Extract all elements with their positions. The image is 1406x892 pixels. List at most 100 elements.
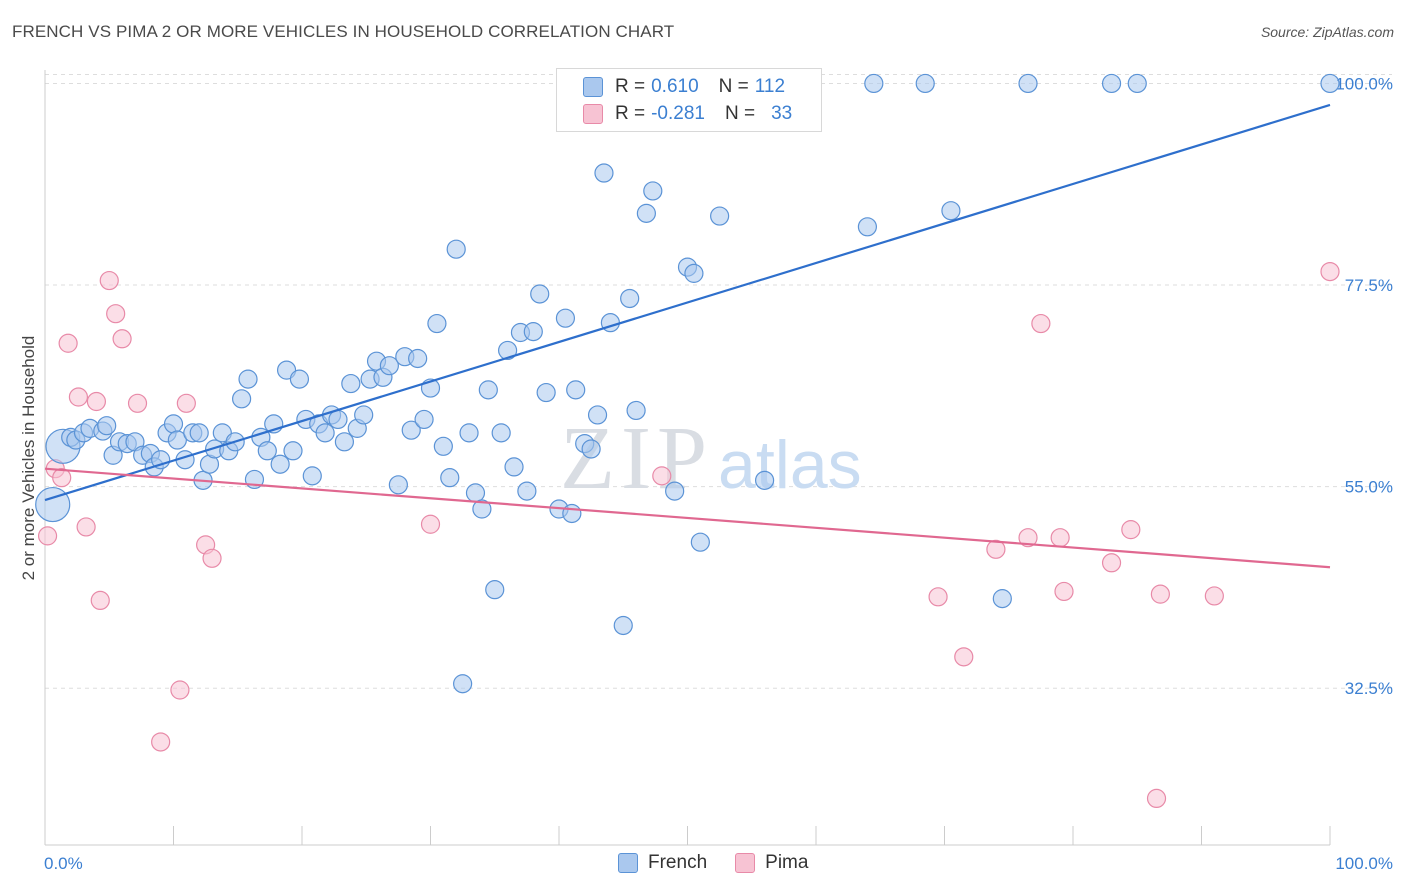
legend-r-value-french: 0.610: [651, 76, 699, 97]
french-point: [1320, 73, 1340, 94]
pima-point: [1150, 584, 1170, 604]
pima-point: [420, 514, 441, 534]
french-point: [613, 615, 633, 636]
x-tick-label-max: 100.0%: [1335, 854, 1393, 873]
french-point: [1101, 73, 1122, 94]
pima-point: [151, 732, 171, 752]
french-point: [289, 369, 310, 389]
pima-point: [170, 680, 190, 700]
bottom-legend-swatch-pima: [735, 853, 756, 873]
x-tick-label-min: 0.0%: [44, 854, 83, 873]
watermark: ZIP atlas: [560, 409, 862, 508]
pima-point: [954, 647, 974, 667]
french-point: [232, 389, 252, 409]
watermark-zip: ZIP: [560, 409, 713, 508]
y-tick-label: 77.5%: [1345, 276, 1393, 295]
pima-point: [928, 587, 948, 607]
french-point: [1018, 73, 1038, 94]
french-point: [189, 423, 209, 443]
source-label: Source: ZipAtlas.com: [1260, 24, 1394, 40]
legend-row-pima: R = -0.281 N = 33: [583, 101, 792, 127]
french-point: [1127, 73, 1147, 94]
legend-box: R = 0.610 N = 112 R = -0.281 N = 33: [556, 68, 822, 132]
french-point: [315, 423, 335, 443]
y-tick-labels: 32.5% 55.0% 77.5% 100.0%: [1335, 74, 1393, 698]
french-point: [35, 486, 71, 523]
french-point: [941, 201, 961, 221]
pima-point: [1054, 581, 1074, 602]
pima-point: [68, 387, 89, 407]
french-point: [414, 409, 434, 430]
pima-point: [1204, 586, 1224, 606]
french-point: [427, 313, 447, 334]
french-point: [401, 420, 421, 440]
pima-point: [986, 539, 1006, 559]
pima-point: [76, 517, 96, 537]
pima-point: [52, 468, 72, 488]
french-point: [690, 532, 710, 552]
legend-swatch-french: [583, 77, 603, 97]
pima-trend-line: [44, 467, 1331, 569]
french-point: [754, 470, 775, 490]
french-point: [354, 405, 374, 425]
french-point: [626, 400, 646, 421]
french-point: [472, 499, 492, 519]
french-point: [270, 454, 290, 474]
bottom-legend-label-pima: Pima: [765, 852, 809, 873]
french-point: [408, 348, 428, 369]
french-point: [555, 308, 576, 328]
french-point: [562, 503, 582, 524]
french-point: [478, 380, 498, 400]
french-point: [302, 466, 322, 486]
pima-point: [127, 393, 148, 413]
french-point: [915, 73, 935, 94]
french-point: [459, 423, 479, 443]
french-point: [446, 239, 466, 259]
pima-point: [58, 333, 78, 353]
legend-r-label: R =: [615, 76, 646, 97]
french-point: [523, 322, 543, 342]
french-point: [566, 380, 586, 400]
french-point: [684, 263, 704, 283]
legend-n-value-pima: 33: [771, 103, 793, 124]
french-point: [517, 481, 537, 501]
french-point: [341, 373, 361, 394]
french-point: [328, 409, 348, 430]
legend-r-value-pima: -0.281: [651, 103, 705, 124]
french-point: [440, 468, 460, 488]
french-point: [379, 356, 399, 376]
french-point: [485, 580, 505, 600]
legend-r-label: R =: [615, 103, 646, 124]
french-point: [433, 436, 453, 456]
french-point: [238, 369, 258, 389]
pima-point: [202, 548, 222, 568]
x-ticks: [44, 826, 1331, 845]
french-point: [453, 674, 473, 694]
french-point: [857, 217, 878, 237]
french-point: [167, 430, 187, 450]
legend-row-french: R = 0.610 N = 112: [583, 74, 785, 100]
pima-point: [1320, 261, 1340, 282]
pima-point: [86, 391, 107, 412]
y-tick-label: 100.0%: [1335, 74, 1393, 93]
bottom-legend-swatch-french: [618, 853, 638, 873]
french-point: [491, 423, 511, 443]
french-point: [665, 481, 685, 501]
legend-swatch-pima: [583, 104, 603, 124]
french-point: [620, 288, 640, 309]
french-trend-line: [44, 103, 1331, 502]
legend-n-label: N =: [718, 76, 749, 97]
legend-n-label: N =: [724, 103, 756, 124]
french-point: [594, 163, 614, 183]
french-point: [636, 203, 656, 223]
pima-point: [1101, 553, 1122, 573]
y-tick-label: 55.0%: [1345, 478, 1393, 497]
pima-point: [1031, 313, 1051, 334]
french-point: [581, 439, 601, 459]
french-point: [388, 475, 408, 495]
chart-title: FRENCH VS PIMA 2 OR MORE VEHICLES IN HOU…: [12, 22, 675, 41]
bottom-legend-label-french: French: [648, 852, 708, 873]
french-point: [504, 457, 524, 477]
pima-point: [90, 590, 110, 611]
